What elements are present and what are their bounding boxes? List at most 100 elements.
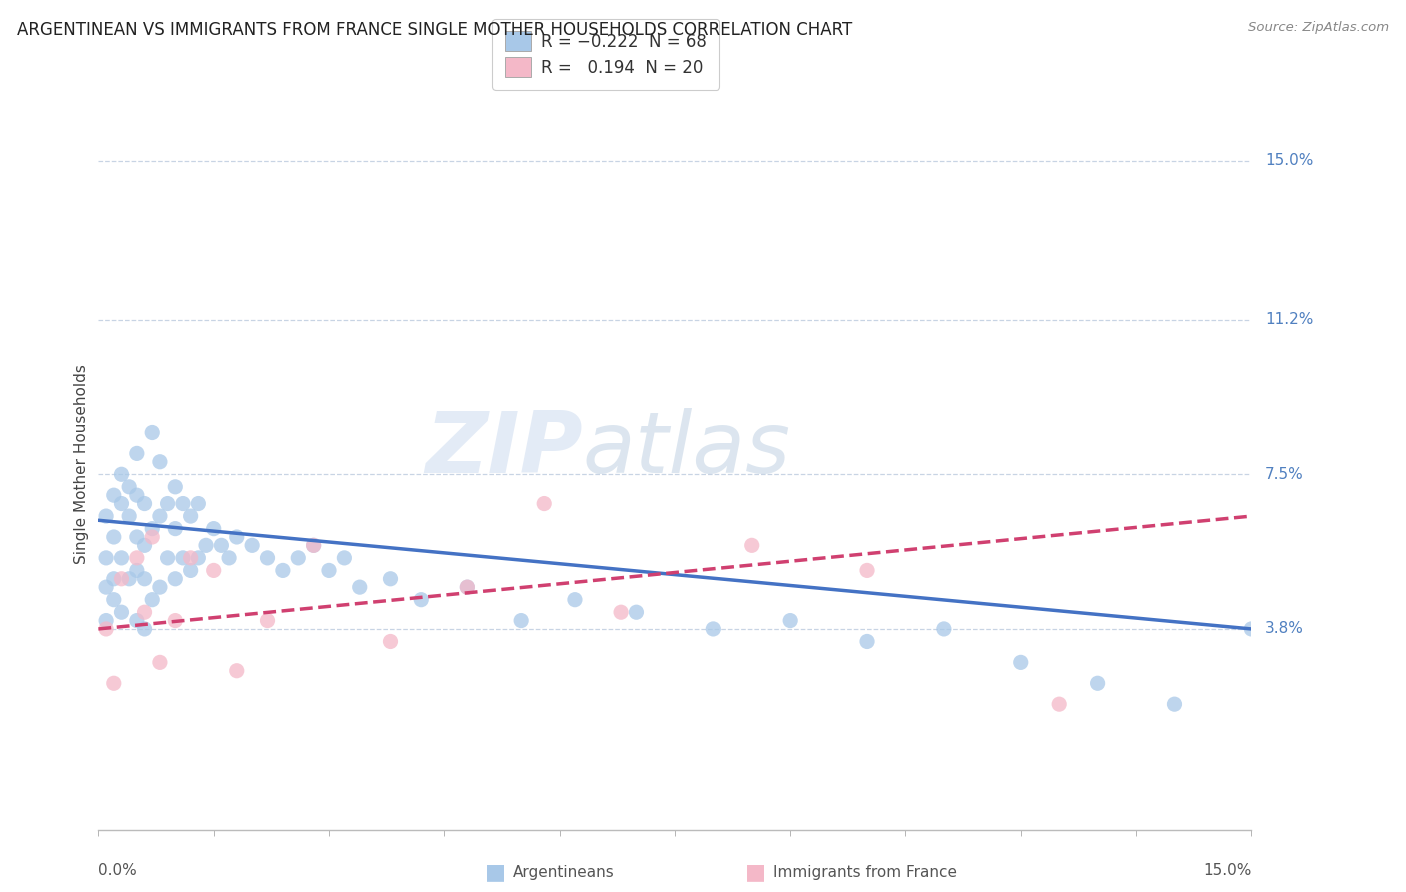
Point (125, 550, 148, 565)
Text: Single Mother Households: Single Mother Households (73, 364, 89, 564)
Point (287, 550, 309, 565)
Point (456, 580, 478, 594)
Point (118, 480, 141, 494)
Point (103, 572, 125, 586)
Point (195, 538, 218, 552)
Point (380, 634, 402, 648)
Point (103, 488, 125, 502)
Point (626, 605, 648, 619)
Text: atlas: atlas (582, 408, 790, 491)
Point (156, 497, 179, 511)
Point (110, 550, 132, 565)
Text: Source: ZipAtlas.com: Source: ZipAtlas.com (1249, 21, 1389, 35)
Point (302, 538, 325, 552)
Point (118, 509, 141, 524)
Point (932, 622, 955, 636)
Point (225, 664, 247, 678)
Point (94, 580, 117, 594)
Point (141, 522, 163, 536)
Point (456, 580, 478, 594)
Point (1047, 697, 1070, 711)
Point (125, 446, 148, 460)
Point (533, 497, 555, 511)
Point (187, 550, 209, 565)
Legend: R = −0.222  N = 68, R =   0.194  N = 20: R = −0.222 N = 68, R = 0.194 N = 20 (492, 19, 718, 89)
Point (149, 509, 172, 524)
Point (110, 572, 132, 586)
Point (380, 572, 402, 586)
Point (779, 614, 801, 628)
Point (180, 550, 202, 565)
Point (103, 592, 125, 607)
Point (218, 550, 240, 565)
Point (202, 522, 225, 536)
Point (1010, 656, 1032, 670)
Point (141, 425, 163, 440)
Point (94, 622, 117, 636)
Point (349, 580, 371, 594)
Text: 3.8%: 3.8% (1265, 622, 1305, 636)
Point (156, 550, 179, 565)
Point (225, 530, 247, 544)
Point (110, 467, 132, 482)
Point (187, 497, 209, 511)
Point (180, 509, 202, 524)
Point (134, 605, 156, 619)
Point (165, 614, 187, 628)
Point (110, 605, 132, 619)
Point (125, 614, 148, 628)
Point (256, 550, 278, 565)
Point (1087, 676, 1109, 690)
Point (172, 550, 194, 565)
Point (702, 622, 724, 636)
Point (318, 563, 340, 577)
Point (741, 538, 763, 552)
Text: ARGENTINEAN VS IMMIGRANTS FROM FRANCE SINGLE MOTHER HOUSEHOLDS CORRELATION CHART: ARGENTINEAN VS IMMIGRANTS FROM FRANCE SI… (17, 21, 852, 39)
Text: 15.0%: 15.0% (1265, 153, 1313, 169)
Point (256, 614, 278, 628)
Point (271, 563, 294, 577)
Point (141, 592, 163, 607)
Text: 11.2%: 11.2% (1265, 312, 1313, 327)
Point (165, 522, 187, 536)
Point (149, 656, 172, 670)
Point (564, 592, 586, 607)
Point (180, 563, 202, 577)
Text: ■: ■ (485, 863, 506, 882)
Point (240, 538, 263, 552)
Point (1163, 697, 1185, 711)
Point (134, 538, 156, 552)
Point (134, 572, 156, 586)
Text: 7.5%: 7.5% (1265, 467, 1303, 482)
Point (1240, 622, 1263, 636)
Point (134, 497, 156, 511)
Point (202, 563, 225, 577)
Point (510, 614, 533, 628)
Point (165, 480, 187, 494)
Point (125, 563, 148, 577)
Point (411, 592, 433, 607)
Text: ■: ■ (745, 863, 766, 882)
Point (134, 622, 156, 636)
Point (856, 563, 879, 577)
Point (209, 538, 232, 552)
Point (172, 497, 194, 511)
Point (141, 530, 163, 544)
Point (149, 455, 172, 469)
Point (856, 634, 879, 648)
Text: 15.0%: 15.0% (1204, 863, 1251, 878)
Point (103, 530, 125, 544)
Point (125, 488, 148, 502)
Point (302, 538, 325, 552)
Point (94, 509, 117, 524)
Point (118, 572, 141, 586)
Point (110, 497, 132, 511)
Point (333, 550, 356, 565)
Text: 0.0%: 0.0% (98, 863, 138, 878)
Point (94, 614, 117, 628)
Point (103, 676, 125, 690)
Point (149, 580, 172, 594)
Text: Immigrants from France: Immigrants from France (773, 865, 957, 880)
Point (610, 605, 633, 619)
Point (165, 572, 187, 586)
